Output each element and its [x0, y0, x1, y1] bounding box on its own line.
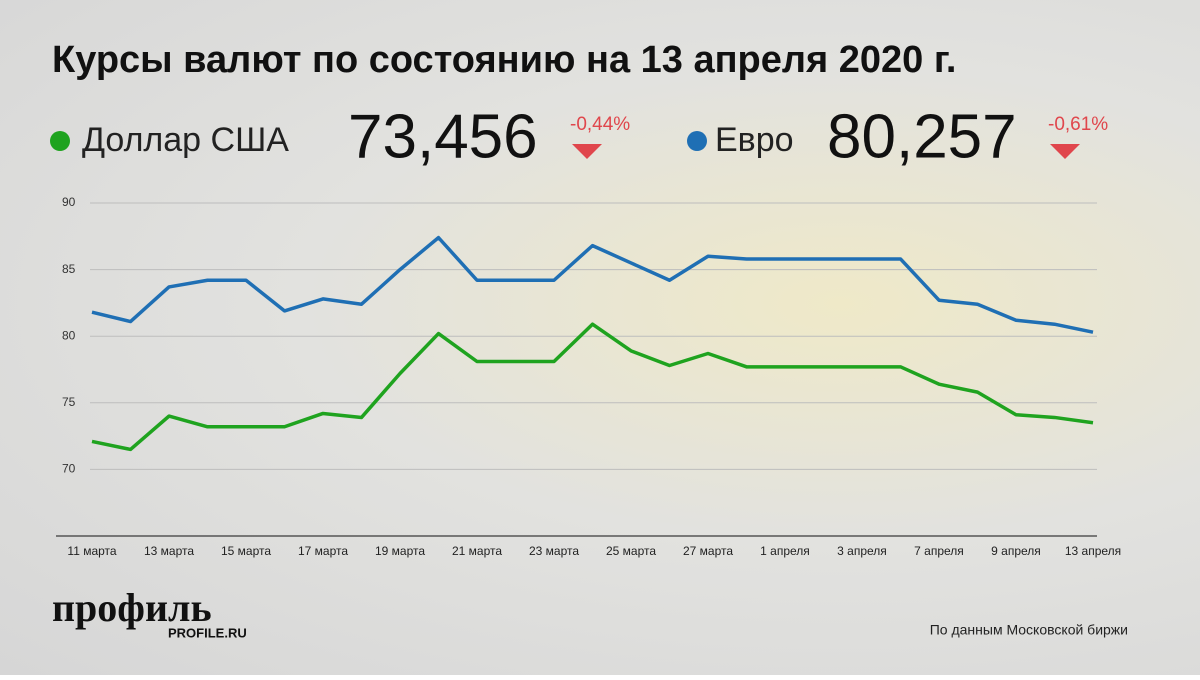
x-tick-label: 13 апреля — [1065, 544, 1121, 558]
legend-dot — [50, 131, 70, 151]
series-line — [91, 235, 1094, 334]
x-tick-label: 27 марта — [683, 544, 733, 558]
x-tick-label: 3 апреля — [837, 544, 887, 558]
x-tick-label: 1 апреля — [760, 544, 810, 558]
x-tick-label: 11 марта — [67, 544, 116, 558]
x-tick-label: 7 апреля — [914, 544, 964, 558]
x-tick-label: 25 марта — [606, 544, 656, 558]
down-arrow — [1050, 144, 1080, 159]
x-tick-label: 13 марта — [144, 544, 194, 558]
legend-dot — [687, 131, 707, 151]
current-rate: 80,257 — [827, 102, 1017, 171]
y-tick-label: 90 — [62, 195, 76, 209]
x-tick-label: 19 марта — [375, 544, 425, 558]
y-tick-label: 70 — [62, 462, 76, 476]
x-tick-label: 15 марта — [221, 544, 271, 558]
x-tick-label: 17 марта — [298, 544, 348, 558]
brand-site: PROFILE.RU — [168, 625, 247, 640]
x-tick-label: 9 апреля — [991, 544, 1041, 558]
source: По данным Московской биржи — [930, 622, 1128, 638]
legend-label: Доллар США — [82, 121, 289, 159]
chart-title: Курсы валют по состоянию на 13 апреля 20… — [52, 39, 956, 81]
y-tick-label: 80 — [62, 328, 76, 342]
y-tick-label: 75 — [62, 395, 76, 409]
legend-label: Евро — [715, 121, 794, 159]
y-tick-label: 85 — [62, 262, 76, 276]
change: -0,44% — [570, 114, 630, 135]
series-line — [91, 322, 1094, 452]
current-rate: 73,456 — [348, 102, 538, 171]
x-tick-label: 23 марта — [529, 544, 579, 558]
x-tick-label: 21 марта — [452, 544, 502, 558]
brand-name: профиль — [52, 585, 212, 630]
change: -0,61% — [1048, 114, 1108, 135]
down-arrow — [572, 144, 602, 159]
